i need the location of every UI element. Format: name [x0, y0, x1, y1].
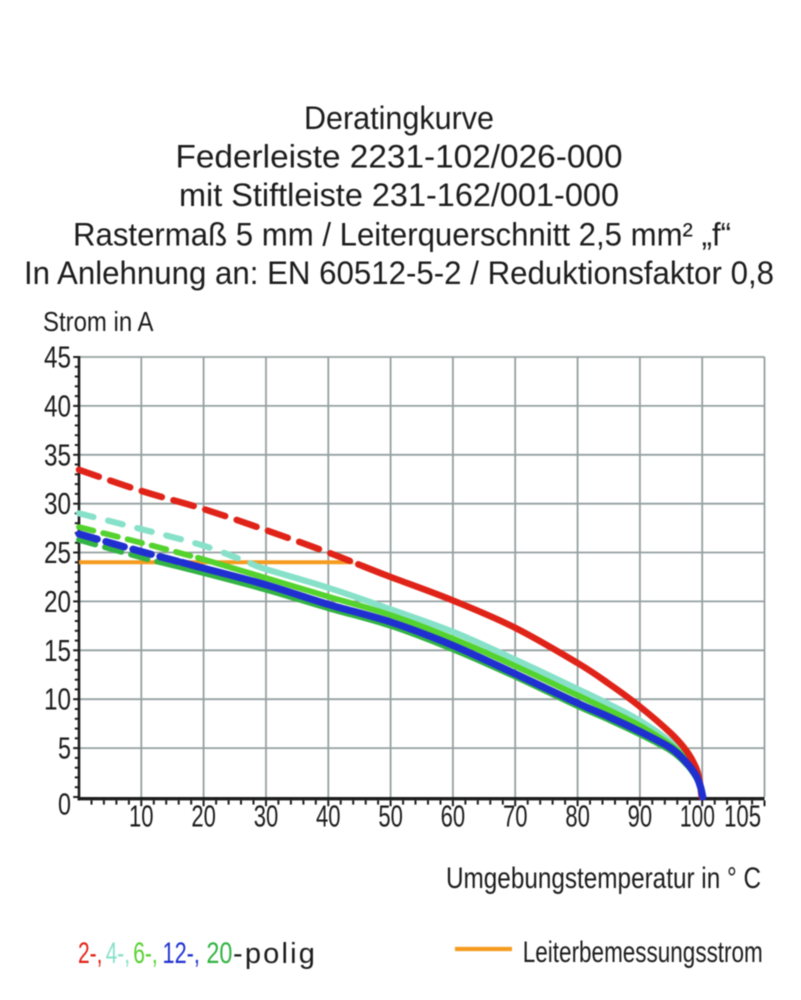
svg-text:40: 40 [316, 799, 341, 834]
svg-text:mit Stiftleiste 231-162/001-00: mit Stiftleiste 231-162/001-000 [179, 177, 619, 213]
svg-text:20: 20 [44, 584, 71, 619]
svg-text:90: 90 [628, 799, 653, 834]
svg-text:15: 15 [44, 633, 71, 668]
svg-text:40: 40 [44, 388, 71, 423]
svg-text:Umgebungstemperatur in ° C: Umgebungstemperatur in ° C [446, 862, 761, 895]
svg-text:4-,: 4-, [106, 937, 130, 970]
svg-text:30: 30 [44, 486, 71, 521]
svg-text:In Anlehnung an: EN 60512-5-2: In Anlehnung an: EN 60512-5-2 / Reduktio… [24, 255, 774, 291]
svg-text:105: 105 [724, 799, 761, 834]
svg-text:Deratingkurve: Deratingkurve [304, 100, 494, 136]
svg-text:Federleiste 2231-102/026-000: Federleiste 2231-102/026-000 [176, 139, 623, 175]
svg-text:5: 5 [58, 731, 71, 766]
svg-text:60: 60 [441, 799, 466, 834]
svg-text:70: 70 [503, 799, 528, 834]
svg-text:Rastermaß 5 mm / Leiterquersch: Rastermaß 5 mm / Leiterquerschnitt 2,5 m… [73, 217, 731, 253]
svg-text:100: 100 [680, 799, 715, 834]
svg-text:10: 10 [129, 799, 154, 834]
svg-text:80: 80 [565, 799, 590, 834]
svg-text:35: 35 [44, 437, 71, 472]
svg-text:-polig: -polig [233, 938, 317, 970]
svg-text:20: 20 [191, 799, 216, 834]
svg-text:45: 45 [44, 339, 71, 374]
svg-text:0: 0 [58, 787, 71, 822]
svg-text:20: 20 [206, 937, 232, 970]
svg-text:6-,: 6-, [133, 937, 157, 970]
svg-text:12-,: 12-, [163, 937, 200, 970]
svg-text:Strom in A: Strom in A [43, 306, 154, 337]
svg-text:2-,: 2-, [78, 937, 103, 970]
svg-text:50: 50 [378, 799, 403, 834]
svg-text:25: 25 [44, 535, 71, 570]
svg-text:30: 30 [254, 799, 279, 834]
svg-text:Leiterbemessungsstrom: Leiterbemessungsstrom [523, 936, 763, 969]
svg-text:10: 10 [44, 682, 71, 717]
